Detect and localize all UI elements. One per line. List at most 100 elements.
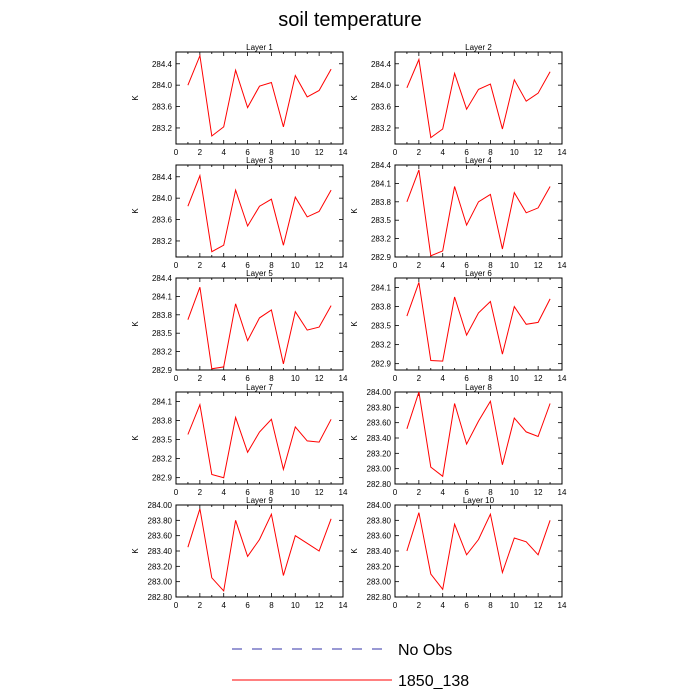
plot-frame xyxy=(175,504,344,598)
y-tick-label: 283.8 xyxy=(152,311,173,320)
y-axis-label: K xyxy=(131,435,140,441)
x-tick-label: 4 xyxy=(221,148,226,157)
y-tick-label: 284.00 xyxy=(148,501,173,510)
y-tick-label: 284.4 xyxy=(371,60,392,69)
series-line xyxy=(187,173,332,253)
series-line xyxy=(406,512,551,591)
x-tick-label: 2 xyxy=(417,261,422,270)
x-tick-label: 2 xyxy=(198,601,203,610)
x-tick-label: 10 xyxy=(510,374,519,383)
x-tick-label: 8 xyxy=(488,261,493,270)
y-tick-label: 283.2 xyxy=(371,124,392,133)
panel-layer-3: Layer 3 0 2 4 6 8 10 12 14 283.2 283.6 284.0 284.4 K xyxy=(131,156,348,270)
y-tick-label: 283.5 xyxy=(152,436,173,445)
x-tick-label: 4 xyxy=(221,374,226,383)
x-tick-label: 2 xyxy=(417,601,422,610)
x-tick-label: 12 xyxy=(315,601,324,610)
y-tick-label: 283.80 xyxy=(367,403,392,412)
x-tick-label: 8 xyxy=(269,374,274,383)
x-tick-label: 2 xyxy=(198,261,203,270)
x-tick-label: 6 xyxy=(464,601,469,610)
y-tick-label: 283.60 xyxy=(148,532,173,541)
x-tick-label: 14 xyxy=(558,261,567,270)
panel-title: Layer 1 xyxy=(246,43,273,52)
y-tick-label: 284.00 xyxy=(367,388,392,397)
x-tick-label: 4 xyxy=(221,261,226,270)
plot-frame xyxy=(394,391,563,485)
y-tick-label: 283.8 xyxy=(371,303,392,312)
y-axis-label: K xyxy=(350,548,359,554)
y-axis-label: K xyxy=(350,95,359,101)
y-axis-label: K xyxy=(131,95,140,101)
panel-title: Layer 2 xyxy=(465,43,492,52)
x-tick-label: 6 xyxy=(464,488,469,497)
x-tick-label: 4 xyxy=(221,601,226,610)
x-tick-label: 6 xyxy=(245,148,250,157)
y-tick-label: 283.40 xyxy=(367,434,392,443)
x-tick-label: 4 xyxy=(440,374,445,383)
y-axis-label: K xyxy=(131,548,140,554)
y-tick-label: 282.80 xyxy=(148,593,173,602)
panel-layer-5: Layer 5 0 2 4 6 8 10 12 14 282.9 283.2 283.5 283.8 28… xyxy=(131,269,348,383)
y-tick-label: 284.0 xyxy=(152,194,173,203)
y-tick-label: 284.1 xyxy=(371,284,392,293)
x-tick-label: 14 xyxy=(558,374,567,383)
x-tick-label: 0 xyxy=(393,601,398,610)
y-axis-label: K xyxy=(350,321,359,327)
panel-title: Layer 4 xyxy=(465,156,492,165)
y-tick-label: 283.20 xyxy=(367,562,392,571)
y-tick-label: 283.2 xyxy=(371,235,392,244)
y-tick-label: 282.9 xyxy=(152,474,173,483)
x-tick-label: 14 xyxy=(339,261,348,270)
y-tick-label: 283.00 xyxy=(367,578,392,587)
panel-title: Layer 9 xyxy=(246,496,273,505)
x-tick-label: 14 xyxy=(558,148,567,157)
x-tick-label: 0 xyxy=(393,148,398,157)
x-tick-label: 10 xyxy=(291,488,300,497)
y-tick-label: 283.8 xyxy=(371,198,392,207)
x-tick-label: 12 xyxy=(534,601,543,610)
x-tick-label: 0 xyxy=(393,374,398,383)
y-tick-label: 283.2 xyxy=(152,455,173,464)
y-tick-label: 282.9 xyxy=(152,366,173,375)
series-line xyxy=(406,169,551,257)
x-tick-label: 4 xyxy=(440,601,445,610)
x-tick-label: 8 xyxy=(269,601,274,610)
x-tick-label: 10 xyxy=(291,148,300,157)
y-tick-label: 283.80 xyxy=(367,516,392,525)
plot-frame xyxy=(175,164,344,258)
panel-layer-2: Layer 2 0 2 4 6 8 10 12 14 283.2 283.6 284.0 284.4 K xyxy=(350,43,567,157)
x-tick-label: 12 xyxy=(315,488,324,497)
y-tick-label: 282.9 xyxy=(371,360,392,369)
panel-layer-9: Layer 9 0 2 4 6 8 10 12 14 282.80 283.00 283.20 283.… xyxy=(131,496,348,610)
y-tick-label: 284.4 xyxy=(152,60,173,69)
panel-layer-10: Layer 10 0 2 4 6 8 10 12 14 282.80 283.00 283.20 283… xyxy=(350,496,567,610)
series-line xyxy=(187,53,332,137)
panel-layer-8: Layer 8 0 2 4 6 8 10 12 14 282.80 283.00 283.20 283.… xyxy=(350,383,567,497)
y-tick-label: 283.80 xyxy=(148,516,173,525)
panel-layer-1: Layer 1 0 2 4 6 8 10 12 14 283.2 283.6 284.0 284.4 K xyxy=(131,43,348,157)
x-tick-label: 10 xyxy=(510,261,519,270)
page-title: soil temperature xyxy=(278,9,422,31)
panel-title: Layer 7 xyxy=(246,383,273,392)
y-tick-label: 283.2 xyxy=(152,237,173,246)
y-axis-label: K xyxy=(131,208,140,214)
x-tick-label: 12 xyxy=(315,148,324,157)
x-tick-label: 12 xyxy=(534,374,543,383)
y-tick-label: 284.00 xyxy=(367,501,392,510)
y-tick-label: 284.0 xyxy=(371,81,392,90)
x-tick-label: 12 xyxy=(315,374,324,383)
x-tick-label: 8 xyxy=(488,601,493,610)
x-tick-label: 14 xyxy=(558,488,567,497)
y-tick-label: 283.6 xyxy=(152,103,173,112)
series-line xyxy=(406,282,551,362)
x-tick-label: 2 xyxy=(417,148,422,157)
y-tick-label: 283.20 xyxy=(367,449,392,458)
x-tick-label: 12 xyxy=(315,261,324,270)
x-tick-label: 0 xyxy=(174,488,179,497)
panel-title: Layer 8 xyxy=(465,383,492,392)
x-tick-label: 2 xyxy=(198,374,203,383)
x-tick-label: 12 xyxy=(534,148,543,157)
x-tick-label: 10 xyxy=(291,374,300,383)
